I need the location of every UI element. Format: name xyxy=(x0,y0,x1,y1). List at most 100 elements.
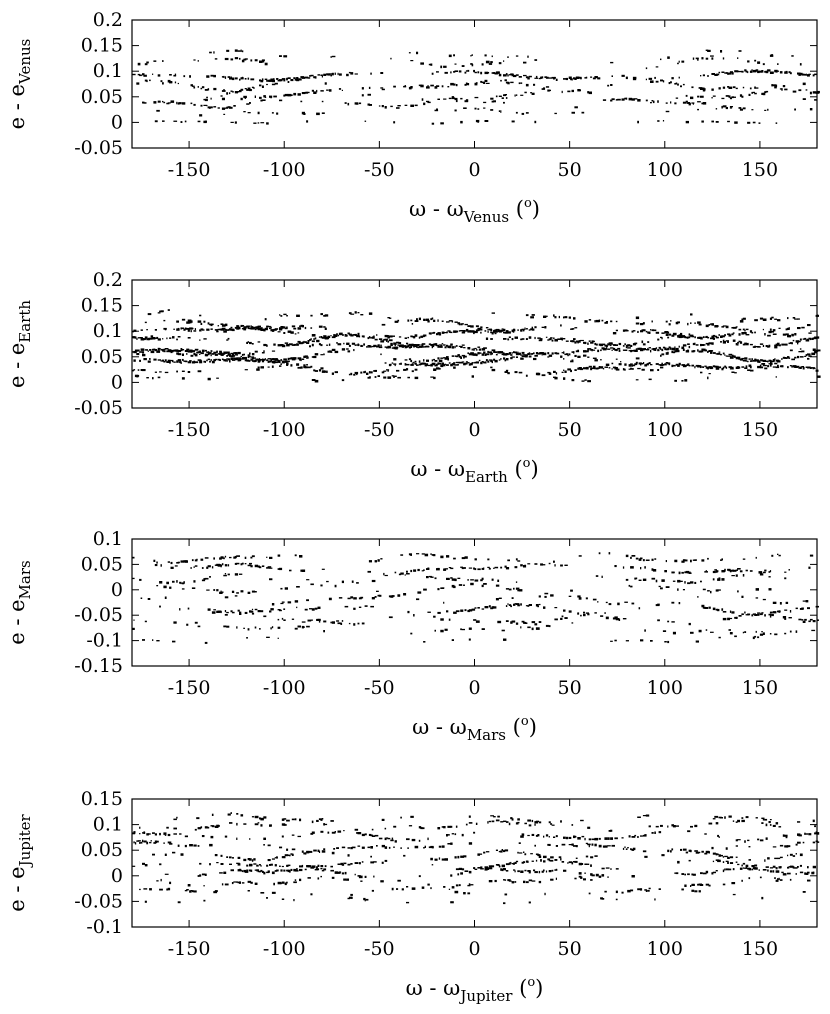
data-point xyxy=(631,602,635,605)
data-point xyxy=(601,575,603,578)
data-point xyxy=(474,558,477,561)
data-point xyxy=(321,100,324,103)
y-tick-label: 0 xyxy=(111,111,123,133)
data-point xyxy=(172,851,176,854)
data-point xyxy=(814,99,818,101)
data-point xyxy=(294,818,297,821)
y-axis-label: e - eMars xyxy=(5,560,34,644)
data-point xyxy=(534,354,538,357)
data-point xyxy=(457,873,460,876)
data-point xyxy=(551,824,555,826)
data-point xyxy=(670,81,672,84)
data-point xyxy=(678,76,680,79)
data-point xyxy=(681,560,685,563)
data-point xyxy=(140,597,143,599)
data-point xyxy=(720,335,723,338)
data-point xyxy=(388,363,392,367)
data-point xyxy=(156,880,159,882)
data-point xyxy=(731,882,736,885)
data-point xyxy=(153,358,157,361)
data-point xyxy=(737,366,740,368)
data-point xyxy=(353,349,355,352)
data-point xyxy=(727,355,731,357)
data-point xyxy=(577,89,580,92)
data-point xyxy=(341,846,346,849)
data-point xyxy=(690,572,692,574)
data-point xyxy=(507,603,509,605)
data-point xyxy=(464,362,468,365)
data-point xyxy=(757,360,760,363)
data-point xyxy=(592,357,597,359)
data-point xyxy=(384,574,388,577)
data-point xyxy=(612,347,616,350)
data-point xyxy=(475,329,479,332)
data-point xyxy=(531,860,534,862)
data-point xyxy=(420,344,424,346)
data-point xyxy=(515,822,519,825)
data-point xyxy=(286,881,288,884)
data-point xyxy=(434,858,438,861)
data-point xyxy=(744,631,747,633)
data-point xyxy=(477,108,480,110)
data-point xyxy=(700,371,703,374)
x-axis-label: ω - ωVenus (o) xyxy=(409,196,540,226)
data-point xyxy=(804,618,807,621)
data-point xyxy=(341,580,344,584)
data-point xyxy=(316,339,320,343)
data-point xyxy=(271,79,275,83)
data-point xyxy=(644,566,646,569)
data-point xyxy=(351,334,355,336)
data-point xyxy=(698,323,702,326)
data-point xyxy=(523,354,525,356)
data-point xyxy=(433,615,436,618)
data-point xyxy=(203,578,206,580)
data-point xyxy=(648,347,651,349)
data-point xyxy=(421,886,425,889)
data-point xyxy=(334,72,336,75)
data-point xyxy=(605,867,610,869)
data-point xyxy=(416,364,419,366)
data-point xyxy=(206,826,210,829)
data-point xyxy=(159,832,161,836)
data-point xyxy=(156,109,160,112)
data-point xyxy=(583,613,586,617)
data-point xyxy=(458,355,461,358)
data-point xyxy=(224,323,228,327)
data-point xyxy=(474,868,478,870)
data-point xyxy=(525,860,529,863)
data-point xyxy=(634,98,638,100)
data-point xyxy=(807,357,810,360)
data-point xyxy=(787,327,790,330)
data-point xyxy=(678,60,680,63)
data-point xyxy=(431,864,434,866)
data-point xyxy=(531,621,536,624)
data-point xyxy=(655,80,659,83)
data-point xyxy=(748,877,751,880)
data-point xyxy=(751,331,754,334)
data-point xyxy=(488,865,493,868)
data-point xyxy=(677,62,679,65)
data-point xyxy=(184,350,189,352)
data-point xyxy=(396,107,400,109)
data-point xyxy=(731,333,734,336)
data-point xyxy=(286,869,289,872)
data-point xyxy=(718,87,721,90)
data-point xyxy=(705,629,708,631)
data-point xyxy=(337,863,341,865)
data-point xyxy=(480,868,484,870)
data-point xyxy=(762,359,767,362)
data-point xyxy=(585,350,589,353)
data-point xyxy=(538,880,542,884)
data-point xyxy=(809,91,812,95)
data-point xyxy=(594,76,598,79)
data-point xyxy=(334,334,338,337)
data-point xyxy=(672,348,676,351)
data-point xyxy=(450,874,453,877)
data-point xyxy=(253,858,256,861)
data-point xyxy=(729,617,733,620)
data-point xyxy=(326,336,330,340)
data-point xyxy=(655,66,659,68)
data-point xyxy=(430,857,433,861)
data-point xyxy=(799,864,802,867)
data-point xyxy=(221,324,226,327)
